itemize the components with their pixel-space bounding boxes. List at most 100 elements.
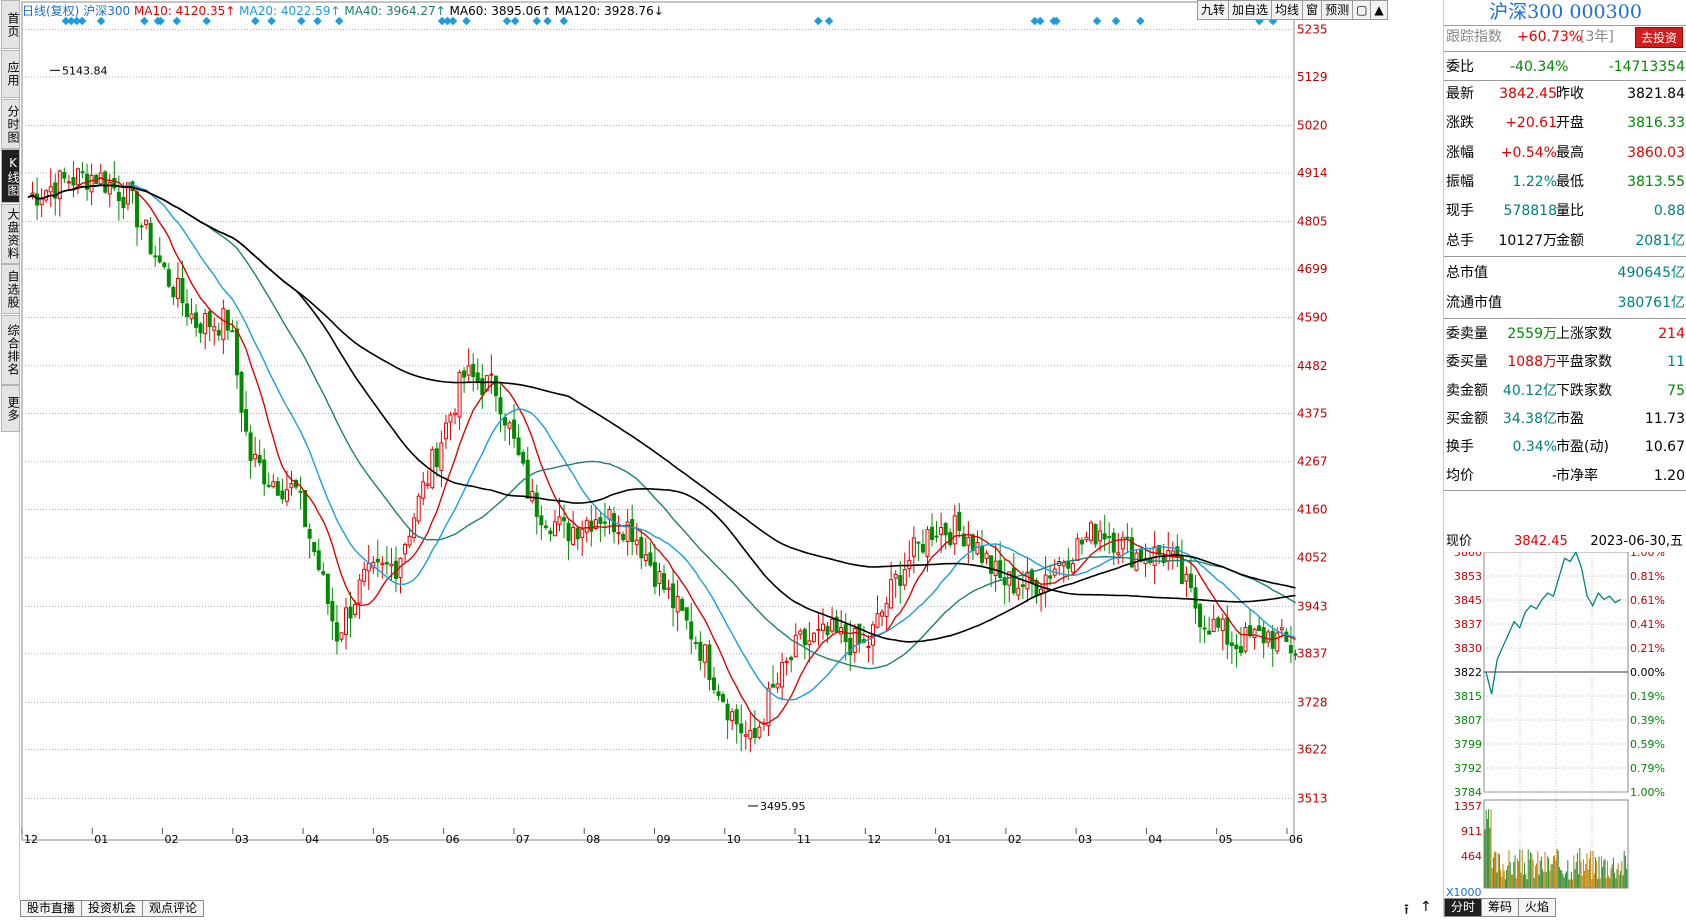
candle-body xyxy=(589,520,594,532)
ma-line-MA40 xyxy=(27,184,1296,670)
candle-body xyxy=(1070,563,1075,573)
stat-row: 委卖量 2559万 上涨家数 214 xyxy=(1444,320,1686,348)
stat-v1: - xyxy=(1551,467,1557,484)
quote-l1: 涨跌 xyxy=(1446,115,1474,132)
quote-panel: 沪深300 000300 跟踪指数 +60.73% [3年] 去投资 委比 -4… xyxy=(1443,0,1686,917)
candle-body xyxy=(652,562,657,587)
stat-v1: 0.34% xyxy=(1512,439,1557,456)
stat-l2: 下跌家数 xyxy=(1556,382,1612,399)
index-name: 沪深300 xyxy=(83,4,131,18)
tab-comments[interactable]: 观点评论 xyxy=(142,900,205,917)
mini-right-tick: 0.21% xyxy=(1630,642,1665,655)
candle-body xyxy=(1279,627,1284,631)
quote-v2: 3813.55 xyxy=(1627,173,1685,190)
candle-body xyxy=(1198,603,1203,628)
candle-body xyxy=(362,568,367,582)
left-tab-0[interactable]: 首页 xyxy=(1,0,20,49)
candle-body xyxy=(734,709,739,725)
candle-body xyxy=(144,219,149,226)
tab-intraday[interactable]: 分时 xyxy=(1444,898,1483,917)
tab-live[interactable]: 股市直播 xyxy=(20,900,83,917)
lock-icon[interactable]: ▢ xyxy=(1352,0,1372,20)
x-tick-label: 06 xyxy=(1289,833,1303,846)
candle-body xyxy=(625,521,630,542)
candle-body xyxy=(530,490,535,502)
left-tab-6[interactable]: 综合排名 xyxy=(1,315,20,385)
candle-body xyxy=(1061,562,1066,567)
candle-body xyxy=(616,532,621,535)
candle-body xyxy=(125,182,130,205)
candle-body xyxy=(289,483,294,489)
candle-body xyxy=(639,536,644,559)
candle-body xyxy=(239,371,244,413)
candle-body xyxy=(952,515,957,545)
window-button[interactable]: 窗 xyxy=(1302,0,1323,20)
candle-body xyxy=(1257,625,1262,632)
candle-body xyxy=(212,326,217,331)
candle-body xyxy=(1266,631,1271,643)
ma-lines-button[interactable]: 均线 xyxy=(1271,0,1304,20)
candle-body xyxy=(1066,561,1071,569)
left-tab-1[interactable]: 应用 xyxy=(1,50,20,98)
scroll-top-icon[interactable]: ⭱ xyxy=(1404,902,1409,918)
period-label[interactable]: 日线(复权) xyxy=(22,4,80,18)
candle-body xyxy=(1039,588,1044,594)
mini-price-label: 现价 xyxy=(1446,534,1473,549)
candle-body xyxy=(934,535,939,538)
candle-body xyxy=(752,727,757,738)
signal-marker xyxy=(67,16,76,26)
stat-v1: 40.12亿 xyxy=(1502,382,1557,399)
jiuzhuan-button[interactable]: 九转 xyxy=(1197,0,1230,20)
left-tab-5[interactable]: 自选股 xyxy=(1,264,20,314)
candle-body xyxy=(893,573,898,579)
intraday-chart[interactable]: 3860 1.00% 3853 0.81% 3845 0.61% 3837 0.41% 3830… xyxy=(1444,552,1686,898)
vol-tick: 1357 xyxy=(1454,800,1482,813)
mini-price: 3842.45 xyxy=(1514,534,1568,549)
kline-chart-area[interactable]: 5235 5129 5020 4914 4805 4699 4590 4482 4375 4267… xyxy=(20,0,1392,900)
candle-body xyxy=(248,432,253,461)
mini-left-tick: 3837 xyxy=(1454,618,1482,631)
mcap-label: 总市值 xyxy=(1446,265,1488,281)
candle-body xyxy=(566,522,571,542)
left-tab-7[interactable]: 更多 xyxy=(1,385,20,432)
candle-body xyxy=(153,255,158,258)
signal-marker xyxy=(1030,16,1040,26)
candle-body xyxy=(284,489,289,502)
left-tab-4[interactable]: 大盘资料 xyxy=(1,204,20,264)
forecast-button[interactable]: 预测 xyxy=(1321,0,1354,20)
candle-body xyxy=(721,694,726,703)
kline-chart[interactable]: 5235 5129 5020 4914 4805 4699 4590 4482 4375 4267… xyxy=(20,0,1392,900)
candle-body xyxy=(44,190,49,201)
left-tab-3[interactable]: K线图 xyxy=(1,149,20,203)
tab-chips[interactable]: 筹码 xyxy=(1481,898,1520,917)
x-tick-label: 12 xyxy=(24,833,38,846)
candle-body xyxy=(848,637,853,656)
vol-tick: 464 xyxy=(1461,850,1482,863)
candle-body xyxy=(48,186,53,193)
candle-body xyxy=(71,177,76,186)
tab-opportunity[interactable]: 投资机会 xyxy=(81,900,144,917)
mini-right-tick: 1.00% xyxy=(1630,552,1665,559)
left-tab-2[interactable]: 分时图 xyxy=(1,99,20,149)
candle-body xyxy=(1075,538,1080,561)
mini-right-tick: 1.00% xyxy=(1630,786,1665,799)
stat-row: 均价 - 市净率 1.20 xyxy=(1444,462,1686,490)
stat-l1: 换手 xyxy=(1446,439,1474,456)
candle-body xyxy=(771,684,776,688)
candle-body xyxy=(180,277,185,304)
scroll-up-icon[interactable]: ↑ xyxy=(1420,899,1432,915)
candle-body xyxy=(1207,630,1212,635)
add-watchlist-button[interactable]: 加自选 xyxy=(1228,0,1273,20)
candle-body xyxy=(807,640,812,646)
stat-l1: 委卖量 xyxy=(1446,326,1488,342)
candle-body xyxy=(793,634,798,658)
go-invest-button[interactable]: 去投资 xyxy=(1634,27,1683,48)
tab-flame[interactable]: 火焰 xyxy=(1518,898,1557,917)
quote-v1: 10127万 xyxy=(1498,232,1557,249)
candle-body xyxy=(271,481,276,488)
candle-body xyxy=(203,312,208,335)
close-icon[interactable]: ▲ xyxy=(1370,0,1388,20)
mini-right-tick: 0.61% xyxy=(1630,594,1665,607)
track-row: 跟踪指数 +60.73% [3年] xyxy=(1444,25,1686,49)
candle-body xyxy=(107,182,112,195)
